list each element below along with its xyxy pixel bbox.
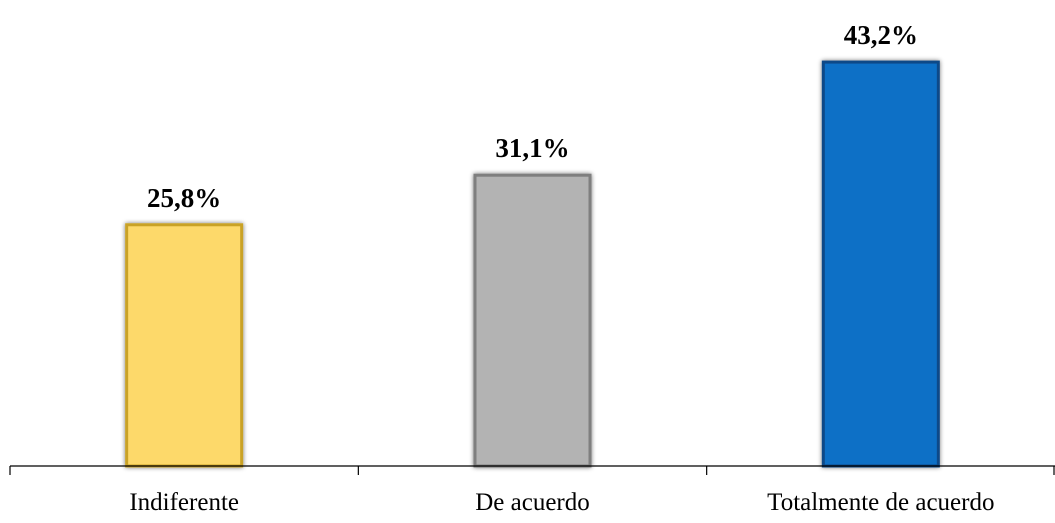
x-axis [9, 465, 1055, 475]
data-label-de-acuerdo: 31,1% [495, 133, 569, 163]
bar-de-acuerdo [473, 173, 592, 468]
category-label-totalmente-de-acuerdo: Totalmente de acuerdo [767, 489, 994, 516]
bar-totalmente-de-acuerdo [821, 60, 940, 468]
data-labels-layer: 25,8% 31,1% 43,2% [147, 20, 918, 213]
bars-layer [125, 60, 940, 468]
category-label-de-acuerdo: De acuerdo [475, 489, 590, 516]
category-labels-layer: Indiferente De acuerdo Totalmente de acuer… [129, 489, 994, 516]
bar-indiferente [125, 223, 244, 468]
category-label-indiferente: Indiferente [129, 489, 239, 516]
data-label-totalmente-de-acuerdo: 43,2% [844, 20, 918, 50]
data-label-indiferente: 25,8% [147, 183, 221, 213]
